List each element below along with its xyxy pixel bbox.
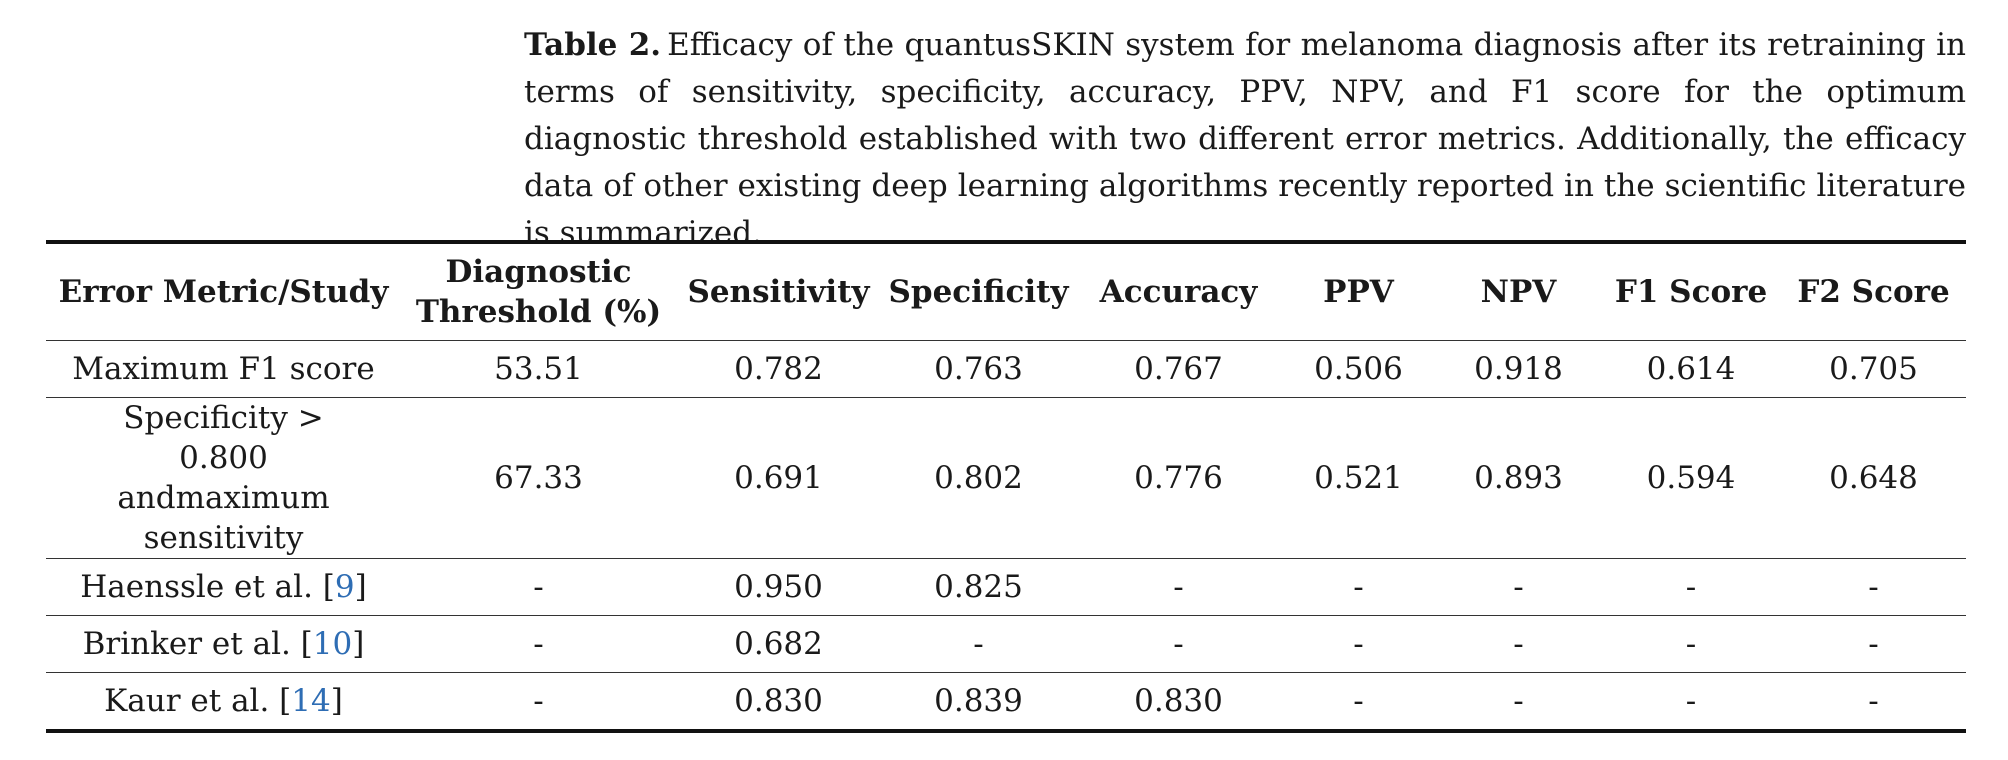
- value-cell: 0.839: [934, 683, 1023, 719]
- header-specificity: Specificity: [888, 274, 1069, 310]
- value-cell: 0.521: [1314, 460, 1403, 496]
- value-cell: -: [1868, 626, 1879, 662]
- study-label: Haenssle et al. [: [80, 569, 335, 605]
- value-cell: 0.830: [1134, 683, 1223, 719]
- value-cell: -: [973, 626, 984, 662]
- value-cell: -: [1353, 683, 1364, 719]
- value-cell: -: [1685, 626, 1697, 662]
- header-f2-score: F2 Score: [1797, 274, 1950, 310]
- header-accuracy: Accuracy: [1099, 274, 1258, 310]
- value-cell: 0.506: [1314, 351, 1403, 387]
- table-row: Specificity > 0.800 andmaximum sensitivi…: [46, 398, 1966, 559]
- table-caption: Table 2. Efficacy of the quantusSKIN syst…: [524, 22, 1966, 257]
- value-cell: 0.763: [934, 351, 1023, 387]
- citation-link[interactable]: 14: [291, 683, 331, 719]
- header-error-metric: Error Metric/Study: [58, 274, 389, 310]
- value-cell: 0.830: [734, 683, 823, 719]
- study-cell: Specificity > 0.800 andmaximum sensitivi…: [46, 398, 401, 559]
- value-cell: -: [533, 569, 544, 605]
- value-cell: 0.918: [1474, 351, 1563, 387]
- value-cell: 0.802: [934, 460, 1023, 496]
- efficacy-table: Error Metric/Study Diagnostic Threshold …: [46, 240, 1966, 733]
- study-cell: Kaur et al. [14]: [104, 683, 343, 719]
- value-cell: -: [1868, 569, 1879, 605]
- value-cell: -: [1513, 569, 1524, 605]
- value-cell: 0.682: [734, 626, 823, 662]
- table-header-row: Error Metric/Study Diagnostic Threshold …: [46, 242, 1966, 341]
- value-cell: 0.767: [1134, 351, 1223, 387]
- value-cell: -: [1513, 626, 1524, 662]
- study-label: Specificity > 0.800 andmaximum sensitivi…: [117, 400, 330, 556]
- study-label: Kaur et al. [: [104, 683, 292, 719]
- table-row: Maximum F1 score 53.51 0.782 0.763 0.767…: [46, 341, 1966, 398]
- caption-label: Table 2.: [524, 27, 662, 63]
- table-row: Haenssle et al. [9] - 0.950 0.825 - - - …: [46, 559, 1966, 616]
- table-row: Brinker et al. [10] - 0.682 - - - - - -: [46, 616, 1966, 673]
- header-diagnostic-threshold: Diagnostic Threshold (%): [415, 254, 662, 330]
- value-cell: 67.33: [494, 460, 583, 496]
- value-cell: 53.51: [494, 351, 583, 387]
- value-cell: -: [1685, 683, 1697, 719]
- value-cell: -: [1173, 626, 1184, 662]
- study-label: Brinker et al. [: [82, 626, 313, 662]
- citation-link[interactable]: 9: [334, 569, 355, 605]
- table-row: Kaur et al. [14] - 0.830 0.839 0.830 - -…: [46, 673, 1966, 731]
- study-cell: Haenssle et al. [9]: [80, 569, 367, 605]
- value-cell: 0.648: [1829, 460, 1918, 496]
- header-f1-score: F1 Score: [1614, 274, 1768, 310]
- value-cell: 0.776: [1134, 460, 1223, 496]
- value-cell: -: [1353, 626, 1364, 662]
- study-cell: Maximum F1 score: [46, 341, 401, 398]
- study-label: Maximum F1 score: [72, 351, 375, 387]
- value-cell: 0.893: [1474, 460, 1563, 496]
- value-cell: -: [1868, 683, 1879, 719]
- header-npv: NPV: [1480, 274, 1557, 310]
- value-cell: 0.950: [734, 569, 823, 605]
- header-ppv: PPV: [1323, 274, 1394, 310]
- value-cell: 0.691: [734, 460, 823, 496]
- value-cell: 0.594: [1646, 460, 1736, 496]
- value-cell: -: [1173, 569, 1184, 605]
- value-cell: 0.782: [734, 351, 823, 387]
- value-cell: -: [1513, 683, 1524, 719]
- caption-text: Efficacy of the quantusSKIN system for m…: [524, 27, 1966, 251]
- value-cell: -: [1353, 569, 1364, 605]
- study-cell: Brinker et al. [10]: [82, 626, 365, 662]
- value-cell: 0.705: [1829, 351, 1918, 387]
- value-cell: 0.614: [1646, 351, 1736, 387]
- value-cell: -: [533, 626, 544, 662]
- value-cell: -: [1685, 569, 1697, 605]
- citation-link[interactable]: 10: [312, 626, 353, 662]
- value-cell: 0.825: [934, 569, 1023, 605]
- value-cell: -: [533, 683, 544, 719]
- header-sensitivity: Sensitivity: [687, 274, 870, 310]
